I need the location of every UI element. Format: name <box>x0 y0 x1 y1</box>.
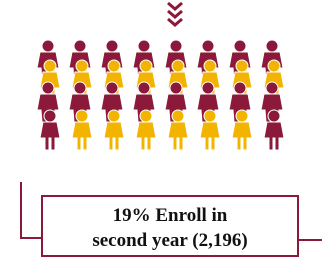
people-grid <box>37 40 284 150</box>
label-line: 19% Enroll in <box>113 205 228 226</box>
label-line: second year (2,196) <box>92 230 247 251</box>
infographic: 19% Enroll in second year (2,196) <box>0 0 322 270</box>
down-chevrons <box>168 3 182 25</box>
page: 19% Enroll in second year (2,196) (() =>… <box>0 0 322 270</box>
